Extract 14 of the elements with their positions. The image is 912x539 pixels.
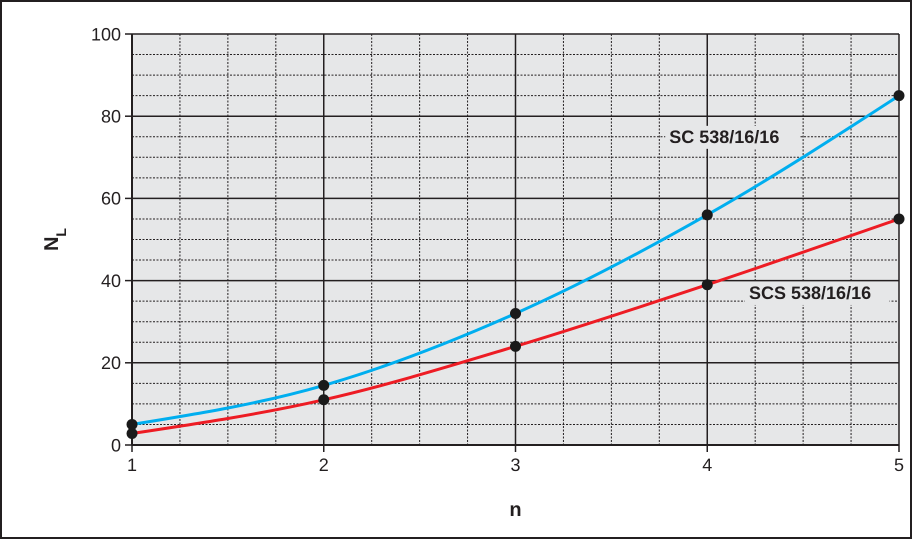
x-tick-label: 4 xyxy=(702,455,712,475)
x-tick-label: 5 xyxy=(894,455,904,475)
y-tick-label: 20 xyxy=(100,353,121,374)
y-tick-label: 0 xyxy=(110,435,121,456)
y-tick-label: 100 xyxy=(90,24,121,44)
x-tick-label: 3 xyxy=(510,455,521,475)
x-tick-label: 2 xyxy=(318,455,329,475)
y-tick-label: 80 xyxy=(100,106,121,126)
series-label: SCS 538/16/16 xyxy=(749,282,872,303)
y-tick-label: 40 xyxy=(100,270,121,291)
x-axis-title: n xyxy=(509,499,522,521)
series-label: SC 538/16/16 xyxy=(669,126,780,147)
x-tick-label: 1 xyxy=(126,455,138,475)
y-tick-label: 60 xyxy=(100,188,121,209)
